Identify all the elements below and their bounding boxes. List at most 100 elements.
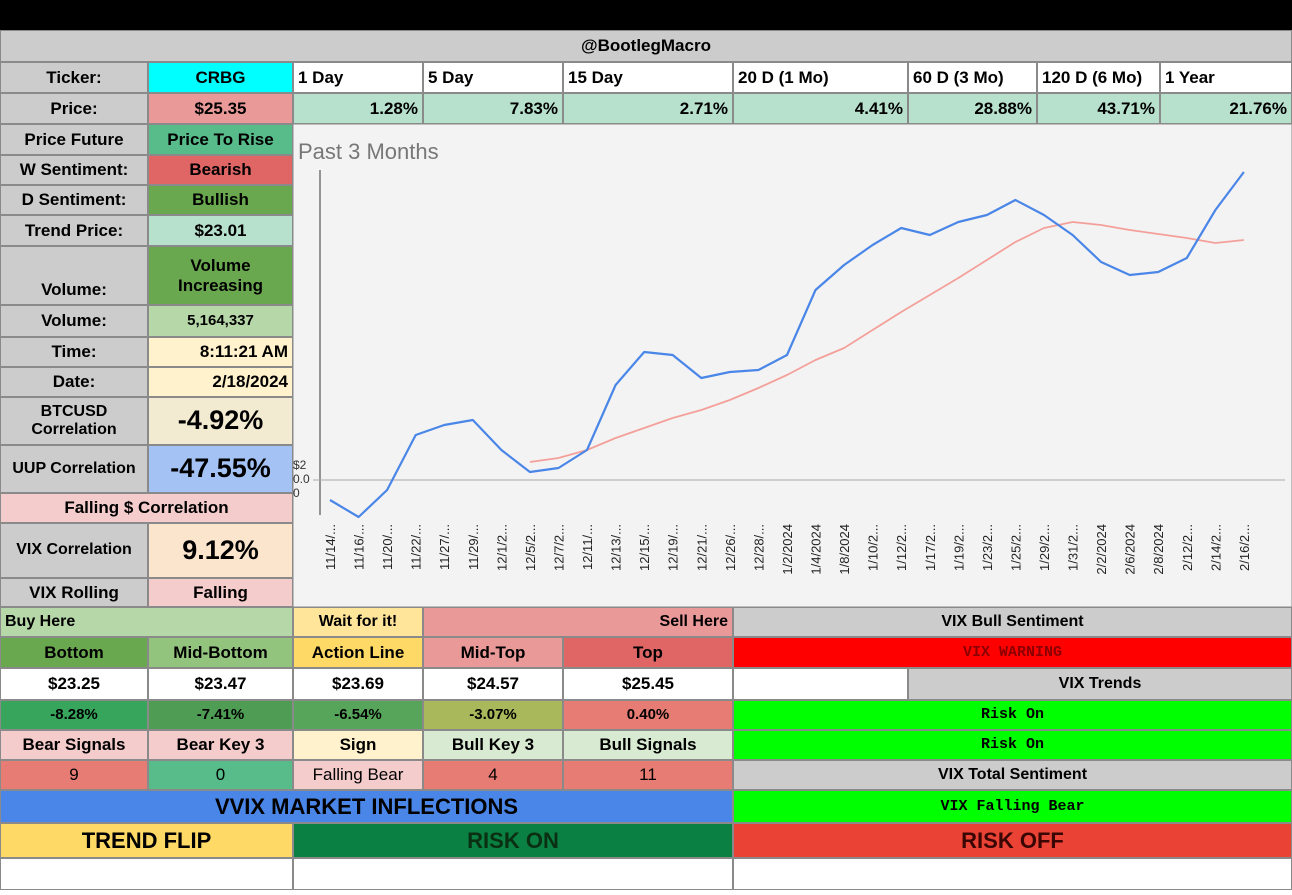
vix-warning: VIX WARNING — [733, 637, 1292, 668]
stat-label: Price Future — [0, 124, 148, 155]
y-tick-label: $2 — [293, 458, 307, 472]
x-tick-label: 11/16/... — [352, 524, 367, 570]
x-tick-label: 2/2/2024 — [1094, 524, 1109, 575]
signal-name: Bull Key 3 — [423, 730, 563, 760]
blank-cell — [733, 858, 1292, 890]
x-tick-label: 1/25/2... — [1008, 524, 1023, 571]
period-label: 1 Year — [1160, 62, 1292, 93]
chart: Past 3 Months $20.00 11/14/... 11/16/... 11/… — [293, 124, 1292, 607]
x-tick-label: 11/22/... — [409, 524, 424, 570]
risk-on: RISK ON — [293, 823, 733, 858]
x-tick-label: 1/29/2... — [1037, 524, 1052, 571]
stat-label: D Sentiment: — [0, 185, 148, 215]
stat-label: BTCUSD Correlation — [0, 397, 148, 445]
x-tick-label: 12/19/... — [666, 524, 681, 571]
x-tick-label: 1/17/2... — [923, 524, 938, 571]
level-change: 0.40% — [563, 700, 733, 730]
stat-value: Price To Rise — [148, 124, 293, 155]
signal-value: Falling Bear — [293, 760, 423, 790]
wait-zone: Wait for it! — [293, 607, 423, 637]
x-tick-label: 1/4/2024 — [809, 524, 824, 575]
y-tick-label: 0.0 — [293, 472, 310, 486]
stat-value: -4.92% — [148, 397, 293, 445]
stat-value: Bearish — [148, 155, 293, 185]
x-tick-label: 12/26/... — [723, 524, 738, 571]
sell-zone: Sell Here — [423, 607, 733, 637]
level-price: $23.69 — [293, 668, 423, 700]
chart-title: Past 3 Months — [298, 139, 439, 164]
signal-name: Bear Signals — [0, 730, 148, 760]
x-tick-label: 11/27/... — [437, 524, 452, 570]
x-tick-label: 1/23/2... — [980, 524, 995, 571]
x-tick-label: 12/7/2... — [551, 524, 566, 571]
stat-value: 9.12% — [148, 523, 293, 578]
period-label: 5 Day — [423, 62, 563, 93]
vix-trend: Risk On — [733, 730, 1292, 760]
x-tick-label: 2/14/2... — [1208, 524, 1223, 571]
x-tick-label: 1/10/2... — [866, 524, 881, 571]
stat-label: W Sentiment: — [0, 155, 148, 185]
x-tick-label: 2/12/2... — [1180, 524, 1195, 571]
top-bar — [0, 0, 1292, 30]
signal-value: 9 — [0, 760, 148, 790]
period-change: 1.28% — [293, 93, 423, 124]
stat-value: 2/18/2024 — [148, 367, 293, 397]
period-change: 4.41% — [733, 93, 908, 124]
x-tick-label: 12/1/2... — [494, 524, 509, 571]
vix-total: VIX Falling Bear — [733, 790, 1292, 823]
period-change: 7.83% — [423, 93, 563, 124]
signal-name: Bear Key 3 — [148, 730, 293, 760]
ticker-value: CRBG — [148, 62, 293, 93]
series-line — [329, 171, 1245, 519]
period-label: 120 D (6 Mo) — [1037, 62, 1160, 93]
x-tick-label: 1/8/2024 — [837, 524, 852, 575]
x-tick-label: 11/14/... — [323, 524, 338, 570]
level-name: Action Line — [293, 637, 423, 668]
level-name: Bottom — [0, 637, 148, 668]
period-change: 43.71% — [1037, 93, 1160, 124]
period-label: 20 D (1 Mo) — [733, 62, 908, 93]
x-tick-label: 12/28/... — [751, 524, 766, 571]
stat-value: Volume Increasing — [148, 246, 293, 305]
x-tick-label: 2/8/2024 — [1151, 524, 1166, 575]
x-tick-label: 2/6/2024 — [1123, 524, 1138, 575]
stat-value: $23.01 — [148, 215, 293, 246]
x-tick-label: 1/31/2... — [1066, 524, 1081, 571]
stat-label: UUP Correlation — [0, 445, 148, 493]
stat-value: 8:11:21 AM — [148, 337, 293, 367]
ticker-label: Ticker: — [0, 62, 148, 93]
level-name: Mid-Top — [423, 637, 563, 668]
stat-value: Falling — [148, 578, 293, 607]
x-tick-label: 11/29/... — [466, 524, 481, 570]
level-price: $24.57 — [423, 668, 563, 700]
price-label: Price: — [0, 93, 148, 124]
vvix-title: VVIX MARKET INFLECTIONS — [0, 790, 733, 823]
blank-cell — [293, 858, 733, 890]
period-change: 21.76% — [1160, 93, 1292, 124]
period-change: 2.71% — [563, 93, 733, 124]
header-title: @BootlegMacro — [0, 30, 1292, 62]
stat-value: -47.55% — [148, 445, 293, 493]
period-label: 1 Day — [293, 62, 423, 93]
stat-label: Falling $ Correlation — [0, 493, 293, 523]
stat-label: VIX Rolling — [0, 578, 148, 607]
x-tick-label: 1/2/2024 — [780, 524, 795, 575]
level-change: -7.41% — [148, 700, 293, 730]
x-tick-label: 12/21/... — [694, 524, 709, 571]
stat-label: Time: — [0, 337, 148, 367]
level-price: $23.25 — [0, 668, 148, 700]
series-line — [529, 221, 1244, 463]
vix-total-title: VIX Total Sentiment — [733, 760, 1292, 790]
level-change: -8.28% — [0, 700, 148, 730]
stat-label: Volume: — [0, 246, 148, 305]
period-change: 28.88% — [908, 93, 1037, 124]
vix-trend: Risk On — [733, 700, 1292, 730]
level-price: $25.45 — [563, 668, 733, 700]
x-tick-label: 11/20/... — [380, 524, 395, 570]
y-tick-label: 0 — [293, 486, 300, 500]
stat-value: Bullish — [148, 185, 293, 215]
risk-off: RISK OFF — [733, 823, 1292, 858]
period-label: 15 Day — [563, 62, 733, 93]
level-change: -3.07% — [423, 700, 563, 730]
